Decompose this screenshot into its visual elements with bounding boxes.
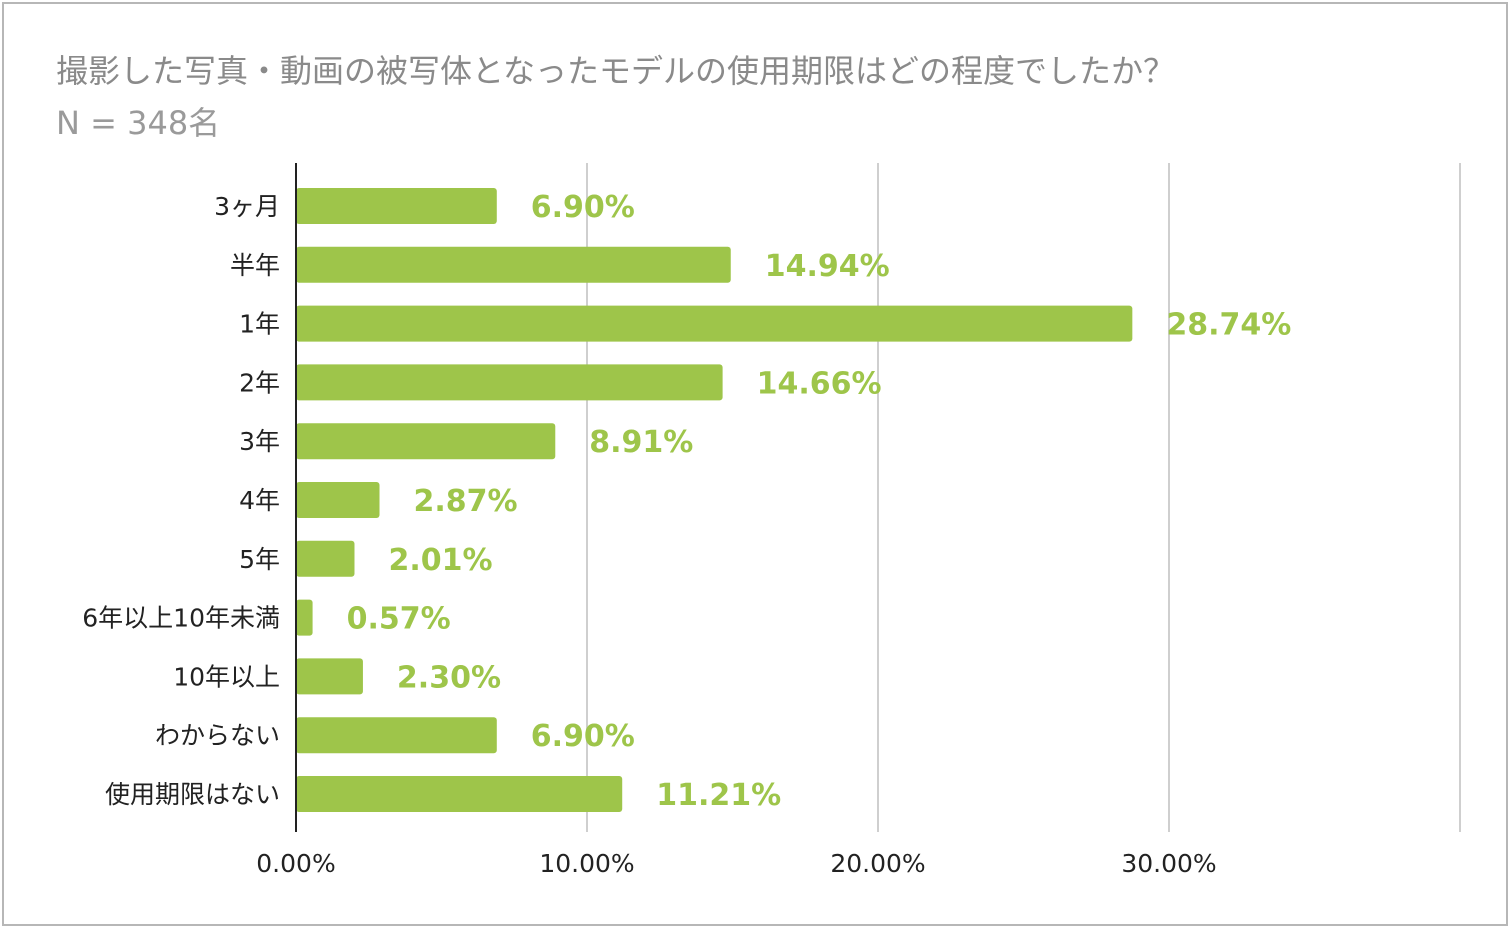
value-label: 8.91% <box>589 425 693 460</box>
category-label: 6年以上10年未満 <box>82 604 280 633</box>
bar <box>296 305 1133 342</box>
value-label: 14.66% <box>757 366 882 401</box>
bar <box>296 658 363 695</box>
x-tick-label: 30.00% <box>1121 849 1216 878</box>
category-label: 1年 <box>239 310 280 339</box>
category-label: 4年 <box>239 486 280 515</box>
bar <box>296 246 731 283</box>
value-label: 28.74% <box>1166 308 1291 343</box>
bar <box>296 599 313 636</box>
bar <box>296 188 497 224</box>
chart-title: 撮影した写真・動画の被写体となったモデルの使用期限はどの程度でしたか？ <box>56 52 1176 90</box>
bar <box>296 364 723 401</box>
bar <box>296 540 355 577</box>
x-tick-label: 20.00% <box>830 849 925 878</box>
bar <box>296 717 497 754</box>
value-label: 2.01% <box>388 543 492 578</box>
value-label: 14.94% <box>765 249 890 284</box>
x-tick-label: 10.00% <box>539 849 634 878</box>
category-label: 使用期限はない <box>105 780 280 809</box>
value-label: 11.21% <box>656 778 781 813</box>
value-label: 2.30% <box>397 660 501 695</box>
value-label: 2.87% <box>414 484 518 519</box>
bar <box>296 776 623 812</box>
chart-subtitle: N = 348名 <box>56 104 221 142</box>
category-label: 3ヶ月 <box>214 192 280 221</box>
category-label: 2年 <box>239 368 280 397</box>
category-label: 5年 <box>239 545 280 574</box>
value-label: 6.90% <box>531 719 635 754</box>
value-label: 0.57% <box>347 602 451 637</box>
x-tick-label: 0.00% <box>256 849 335 878</box>
category-label: 半年 <box>230 251 280 280</box>
category-label: 10年以上 <box>173 662 280 691</box>
category-label: わからない <box>155 721 280 750</box>
value-label: 6.90% <box>531 190 635 225</box>
bar <box>296 482 380 518</box>
bar <box>296 423 556 460</box>
category-label: 3年 <box>239 427 280 456</box>
